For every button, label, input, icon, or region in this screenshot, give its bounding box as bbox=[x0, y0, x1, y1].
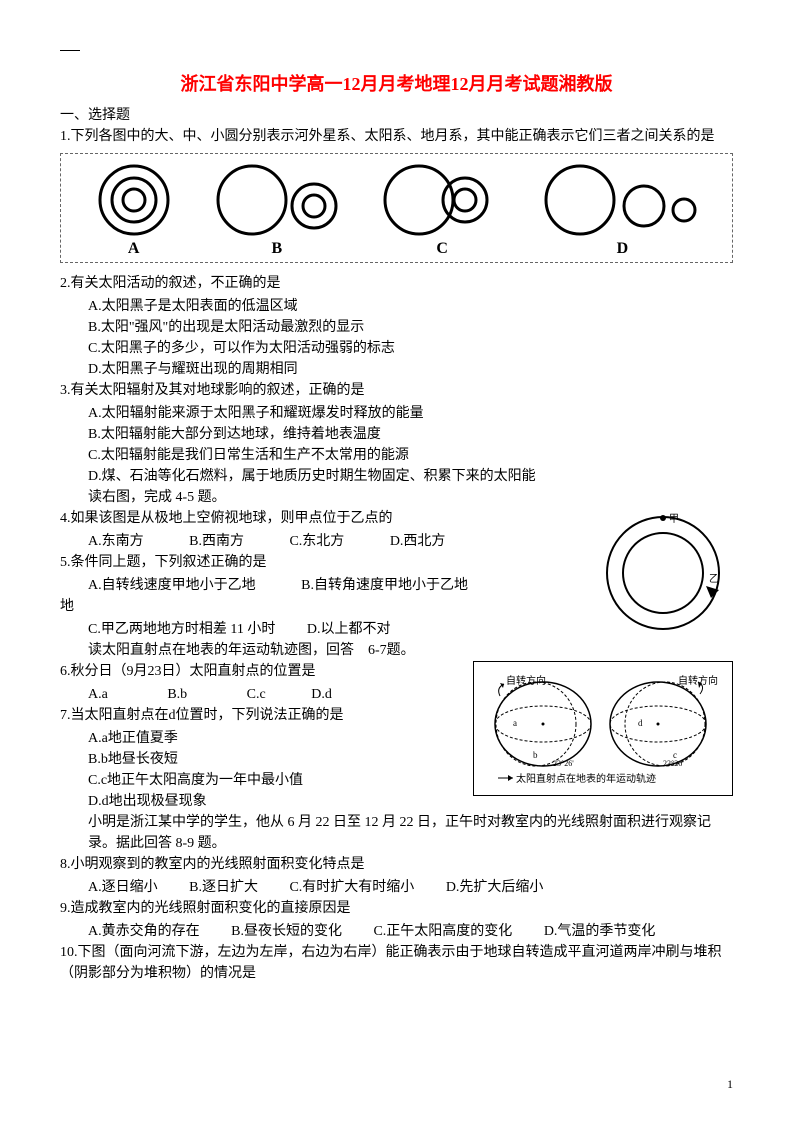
q6-opt-c: C.c bbox=[247, 687, 266, 702]
q2-opt-b: B.太阳"强风"的出现是太阳活动最激烈的显示 bbox=[60, 317, 733, 338]
svg-text:自转方向: 自转方向 bbox=[678, 674, 718, 687]
q1-option-d: D bbox=[542, 162, 702, 258]
q7-note: 小明是浙江某中学的学生，他从 6 月 22 日至 12 月 22 日，正午时对教… bbox=[60, 812, 733, 854]
q5-note: 读太阳直射点在地表的年运动轨迹图，回答 6-7题。 bbox=[60, 640, 733, 661]
circles-concentric-icon bbox=[91, 162, 177, 238]
q3-opt-b: B.太阳辐射能大部分到达地球，维持着地表温度 bbox=[60, 424, 733, 445]
q8-opt-a: A.逐日缩小 bbox=[88, 880, 158, 895]
circles-b-icon bbox=[212, 162, 342, 238]
q5-opt-a: A.自转线速度甲地小于乙地 bbox=[88, 578, 256, 593]
q10-text: 10.下图（面向河流下游，左边为左岸，右边为右岸）能正确表示由于地球自转造成平直… bbox=[60, 942, 733, 984]
q4-opt-d: D.西北方 bbox=[390, 534, 446, 549]
svg-text:a: a bbox=[513, 718, 517, 728]
q1-diagram-box: A B C D bbox=[60, 153, 733, 263]
q3-opt-c: C.太阳辐射能是我们日常生活和生产不太常用的能源 bbox=[60, 445, 733, 466]
q1-option-b: B bbox=[212, 162, 342, 258]
q8-options: A.逐日缩小 B.逐日扩大 C.有时扩大有时缩小 D.先扩大后缩小 bbox=[60, 877, 733, 898]
q3-text: 3.有关太阳辐射及其对地球影响的叙述，正确的是 bbox=[60, 380, 733, 401]
top-rule bbox=[60, 50, 80, 51]
q6-opt-d: D.d bbox=[311, 687, 332, 702]
polar-earth-icon: 甲 乙 bbox=[593, 508, 733, 638]
circles-overlap-icon bbox=[377, 162, 507, 238]
q5-opt-c: C.甲乙两地地方时相差 11 小时 bbox=[88, 622, 275, 637]
svg-text:23°26': 23°26' bbox=[663, 759, 684, 768]
svg-text:d: d bbox=[638, 718, 643, 728]
q9-opt-b: B.昼夜长短的变化 bbox=[231, 924, 342, 939]
q9-opt-d: D.气温的季节变化 bbox=[544, 924, 656, 939]
svg-text:自转方向: 自转方向 bbox=[506, 674, 546, 687]
svg-text:b: b bbox=[533, 750, 538, 760]
svg-text:甲: 甲 bbox=[669, 514, 679, 525]
q8-opt-c: C.有时扩大有时缩小 bbox=[289, 880, 414, 895]
q5-opt-b: B.自转角速度甲地小于乙地 bbox=[301, 578, 468, 593]
q5-opt-d: D.以上都不对 bbox=[307, 622, 391, 637]
q6-7-figure: a b 23°26' 自转方向 d c 23°26' 自转方向 太阳直射点在地表… bbox=[473, 661, 733, 796]
section-heading: 一、选择题 bbox=[60, 104, 733, 124]
q2-text: 2.有关太阳活动的叙述，不正确的是 bbox=[60, 273, 733, 294]
q2-opt-a: A.太阳黑子是太阳表面的低温区域 bbox=[60, 296, 733, 317]
q3-note: 读右图，完成 4-5 题。 bbox=[60, 487, 733, 508]
q9-opt-c: C.正午太阳高度的变化 bbox=[373, 924, 512, 939]
q8-text: 8.小明观察到的教室内的光线照射面积变化特点是 bbox=[60, 854, 733, 875]
q3-opt-a: A.太阳辐射能来源于太阳黑子和耀斑爆发时释放的能量 bbox=[60, 403, 733, 424]
q1-option-c: C bbox=[377, 162, 507, 258]
circles-separate-icon bbox=[542, 162, 702, 238]
q2-opt-d: D.太阳黑子与耀斑出现的周期相同 bbox=[60, 359, 733, 380]
q1-text: 1.下列各图中的大、中、小圆分别表示河外星系、太阳系、地月系，其中能正确表示它们… bbox=[60, 126, 733, 147]
q1-option-a: A bbox=[91, 162, 177, 258]
q6-opt-a: A.a bbox=[88, 687, 108, 702]
q1-label-d: D bbox=[617, 240, 629, 258]
q6-opt-b: B.b bbox=[167, 687, 187, 702]
q4-opt-a: A.东南方 bbox=[88, 534, 144, 549]
q9-opt-a: A.黄赤交角的存在 bbox=[88, 924, 200, 939]
q3-opt-d: D.煤、石油等化石燃料，属于地质历史时期生物固定、积累下来的太阳能 bbox=[60, 466, 733, 487]
page-title: 浙江省东阳中学高一12月月考地理12月月考试题湘教版 bbox=[60, 70, 733, 96]
q4-opt-c: C.东北方 bbox=[289, 534, 344, 549]
q1-label-a: A bbox=[128, 240, 140, 258]
q2-opt-c: C.太阳黑子的多少，可以作为太阳活动强弱的标志 bbox=[60, 338, 733, 359]
page-number: 1 bbox=[727, 1077, 733, 1092]
q1-label-c: C bbox=[436, 240, 448, 258]
q8-opt-b: B.逐日扩大 bbox=[189, 880, 258, 895]
svg-text:太阳直射点在地表的年运动轨迹: 太阳直射点在地表的年运动轨迹 bbox=[516, 772, 656, 785]
subsolar-path-icon: a b 23°26' 自转方向 d c 23°26' 自转方向 太阳直射点在地表… bbox=[478, 666, 728, 786]
q9-text: 9.造成教室内的光线照射面积变化的直接原因是 bbox=[60, 898, 733, 919]
q1-label-b: B bbox=[272, 240, 283, 258]
svg-text:乙: 乙 bbox=[709, 573, 719, 585]
q4-opt-b: B.西南方 bbox=[189, 534, 244, 549]
svg-text:23°26': 23°26' bbox=[553, 759, 574, 768]
q4-5-figure: 甲 乙 bbox=[593, 508, 733, 643]
q8-opt-d: D.先扩大后缩小 bbox=[446, 880, 544, 895]
q9-options: A.黄赤交角的存在 B.昼夜长短的变化 C.正午太阳高度的变化 D.气温的季节变… bbox=[60, 921, 733, 942]
